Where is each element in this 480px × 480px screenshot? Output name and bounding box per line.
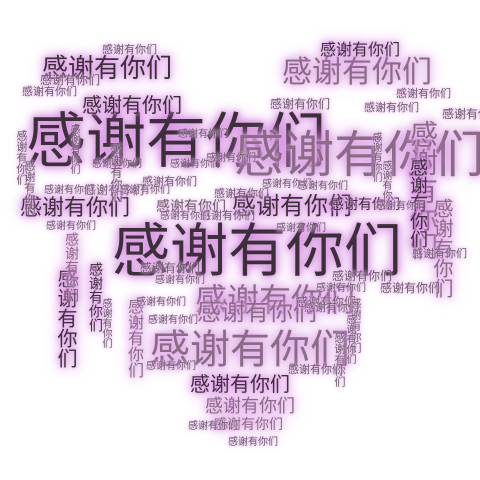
cloud-word-46: 感谢有你们 [44,185,94,196]
cloud-word-56: 感谢有你们 [155,275,205,286]
cloud-word-35: 感谢有你们 [15,130,28,185]
cloud-word-20: 感谢有你们 [125,298,144,378]
cloud-word-53: 感谢有你们 [46,221,96,232]
cloud-word-40: 感谢有你们 [412,247,467,260]
cloud-word-61: 感谢有你们 [288,363,343,376]
cloud-word-42: 感谢有你们 [349,298,362,353]
cloud-word-27: 感谢有你们 [332,269,393,283]
cloud-word-4: 感谢有你们 [234,126,480,184]
cloud-word-12: 感谢有你们 [190,372,290,396]
cloud-word-33: 感谢有你们 [396,87,451,100]
cloud-word-5: 感谢有你们 [282,55,432,90]
cloud-word-47: 感谢有你们 [120,185,170,196]
cloud-word-16: 感谢有你们 [406,120,439,260]
cloud-word-11: 感谢有你们 [197,298,317,326]
cloud-word-67: 感谢有你们 [92,159,142,170]
cloud-word-31: 感谢有你们 [40,73,101,87]
cloud-word-38: 感谢有你们 [380,160,391,210]
cloud-word-29: 感谢有你们 [102,43,157,56]
cloud-word-18: 感谢有你们 [407,158,428,248]
cloud-word-39: 感谢有你们 [376,201,426,212]
cloud-word-41: 感谢有你们 [380,281,441,295]
cloud-word-43: 感谢有你们 [333,332,346,387]
cloud-word-28: 感谢有你们 [296,295,357,309]
cloud-word-62: 感谢有你们 [188,421,238,432]
cloud-word-21: 感谢有你们 [87,262,103,332]
cloud-word-37: 感谢有你们 [370,132,381,182]
cloud-word-32: 感谢有你们 [364,101,419,114]
cloud-word-64: 感谢有你们 [304,301,359,314]
cloud-word-45: 感谢有你们 [170,159,220,170]
cloud-word-6: 感谢有你们 [42,54,173,84]
cloud-word-57: 感谢有你们 [316,283,366,294]
cloud-word-9: 感谢有你们 [232,192,352,220]
cloud-word-60: 感谢有你们 [146,361,196,372]
cloud-word-19: 感谢有你们 [54,268,78,368]
cloud-word-65: 感谢有你们 [344,314,355,364]
cloud-word-30: 感谢有你们 [22,85,77,98]
cloud-word-15: 感谢有你们 [320,40,401,59]
cloud-word-52: 感谢有你们 [160,211,210,222]
cloud-word-1: 感谢有你们 [26,107,326,177]
cloud-word-58: 感谢有你们 [136,297,186,308]
cloud-word-34: 感谢有你们 [442,107,480,121]
cloud-word-7: 感谢有你们 [82,93,182,117]
cloud-word-8: 感谢有你们 [195,281,356,319]
cloud-word-13: 感谢有你们 [205,396,295,417]
cloud-word-54: 感谢有你们 [276,223,326,234]
cloud-word-63: 感谢有你们 [228,437,278,448]
cloud-word-2: 感谢有你们 [112,217,403,285]
cloud-word-3: 感谢有你们 [150,327,350,373]
cloud-word-25: 感谢有你们 [270,97,331,111]
cloud-word-24: 感谢有你们 [84,183,145,197]
cloud-word-23: 感谢有你们 [156,199,226,215]
cloud-word-48: 感谢有你们 [214,187,269,200]
cloud-word-71: 感谢有你们 [68,124,79,174]
cloud-word-44: 感谢有你们 [142,175,197,188]
cloud-word-69: 感谢有你们 [178,129,228,140]
cloud-word-55: 感谢有你们 [140,261,201,275]
cloud-word-51: 感谢有你们 [200,209,255,222]
cloud-word-14: 感谢有你们 [213,417,283,433]
cloud-word-49: 感谢有你们 [262,179,312,190]
cloud-word-66: 感谢有你们 [100,298,111,348]
cloud-word-22: 感谢有你们 [63,232,79,302]
cloud-word-68: 感谢有你们 [109,142,123,202]
cloud-word-26: 感谢有你们 [330,197,400,213]
cloud-word-59: 感谢有你们 [148,315,198,326]
cloud-word-36: 感谢有你们 [23,160,36,215]
cloud-word-10: 感谢有你们 [20,196,131,221]
cloud-word-50: 感谢有你们 [298,181,348,192]
cloud-word-17: 感谢有你们 [430,198,454,298]
cloud-word-70: 感谢有你们 [206,153,256,164]
